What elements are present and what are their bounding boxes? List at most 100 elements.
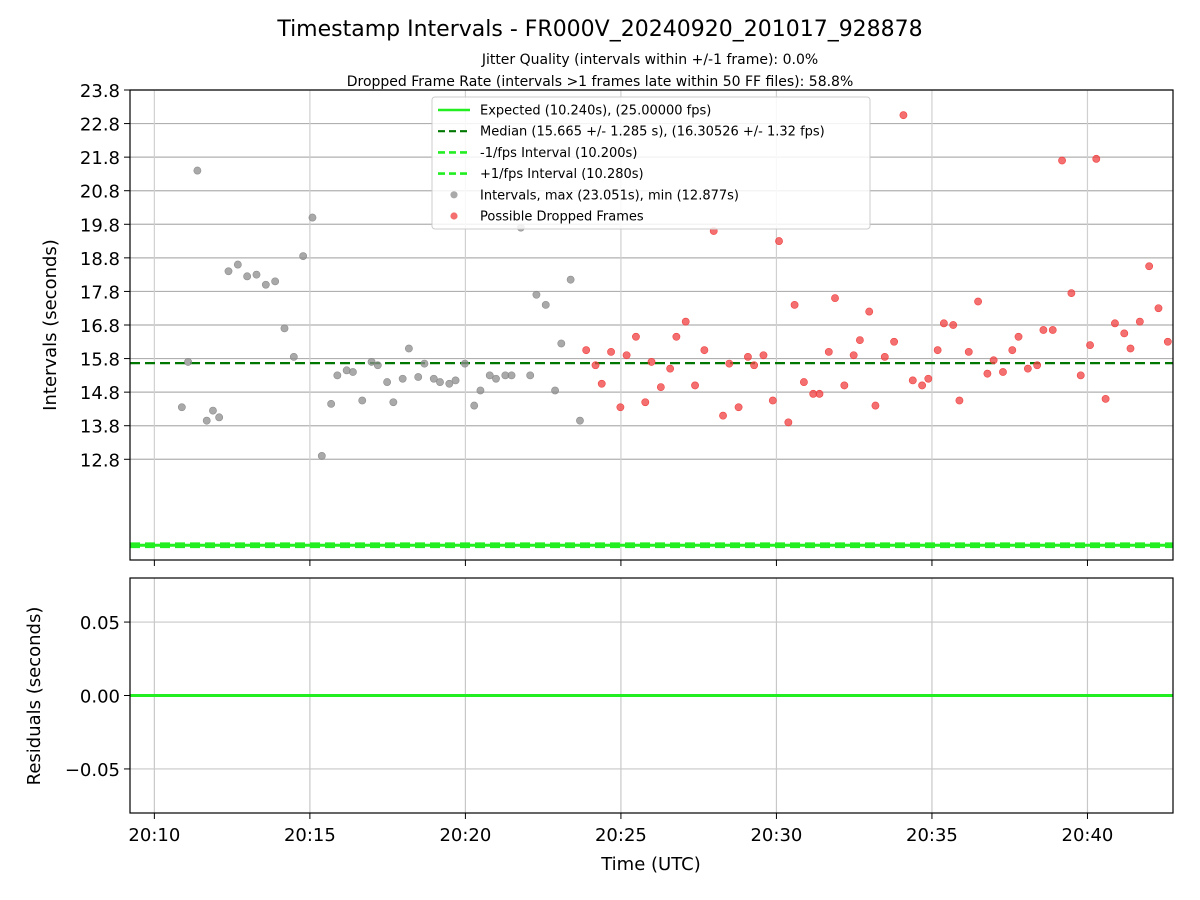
legend-label: Expected (10.240s), (25.00000 fps) <box>480 104 711 119</box>
dropped-frame-point <box>955 396 964 405</box>
chart-title: Timestamp Intervals - FR000V_20240920_20… <box>276 17 922 42</box>
dropped-frame-point <box>908 376 917 385</box>
dropped-frame-point <box>616 403 625 412</box>
dropped-frame-point <box>622 351 631 360</box>
dropped-frame-point <box>1039 326 1048 334</box>
y-tick-label: 20.8 <box>80 182 120 203</box>
dropped-frame-point <box>949 321 958 329</box>
interval-point <box>252 270 261 279</box>
dropped-frame-point <box>939 319 948 328</box>
legend-label: Intervals, max (23.051s), min (12.877s) <box>480 188 739 203</box>
dropped-frame-point <box>744 352 752 361</box>
interval-point <box>532 290 541 299</box>
dropped-frame-point <box>700 346 709 355</box>
dropped-frame-point <box>768 396 777 405</box>
legend-box <box>431 96 871 230</box>
x-axis-label: Time (UTC) <box>600 854 701 875</box>
interval-point <box>224 267 233 276</box>
dropped-frame-point <box>983 369 992 378</box>
dropped-frame-point <box>890 337 899 346</box>
dropped-frame-point <box>855 336 864 345</box>
dropped-frame-point <box>1008 346 1017 355</box>
interval-point <box>541 300 550 309</box>
interval-point <box>209 406 217 415</box>
dropped-frame-point <box>1163 337 1172 346</box>
y-tick-label: 18.8 <box>80 249 120 270</box>
dropped-frame-point <box>775 237 783 245</box>
dropped-frame-point <box>974 297 982 306</box>
x-tick-label: 20:10 <box>128 825 180 846</box>
dropped-frame-point <box>725 359 734 368</box>
dropped-frame-point <box>691 381 699 390</box>
interval-point <box>557 339 566 348</box>
dropped-frame-point <box>1126 344 1135 353</box>
y-tick-label: 12.8 <box>80 450 120 471</box>
dropped-frame-point <box>681 317 690 326</box>
dropped-frame-point <box>582 346 591 355</box>
y-tick-label: 19.8 <box>80 215 120 236</box>
residuals-y-ticks: −0.05 0.00 0.05 <box>65 613 130 781</box>
dropped-frame-point <box>1135 317 1144 326</box>
y-tick-label: 22.8 <box>80 115 120 136</box>
interval-point <box>308 213 317 222</box>
interval-point <box>243 272 252 281</box>
dropped-frame-point <box>1154 304 1163 313</box>
dropped-frame-point <box>784 418 793 427</box>
dropped-frame-point <box>871 401 880 410</box>
interval-point <box>184 358 192 366</box>
interval-point <box>280 324 289 333</box>
interval-point <box>451 376 460 385</box>
intervals-y-ticks: 12.8 13.8 14.8 15.8 16.8 17.8 18.8 19.8 20.8 21.8… <box>80 81 130 471</box>
residuals-panel: −0.050.000.05 20:10 20:15 20:20 20:25 20:30 2… <box>24 577 1174 875</box>
dropped-frame-point <box>1023 364 1032 373</box>
dropped-frame-point <box>924 374 933 383</box>
dropped-frame-point <box>666 364 675 373</box>
dropped-frame-point <box>1076 371 1085 380</box>
interval-point <box>333 371 342 380</box>
legend-label: Possible Dropped Frames <box>480 210 644 225</box>
y-tick-label: 21.8 <box>80 148 120 169</box>
dropped-frame-point <box>719 411 727 420</box>
intervals-y-axis-label: Intervals (seconds) <box>40 239 61 411</box>
interval-point <box>317 452 326 460</box>
interval-point <box>367 358 376 366</box>
interval-point <box>436 378 444 386</box>
dropped-frame-point <box>880 352 889 361</box>
chart-subtitle-jitter: Jitter Quality (intervals within +/-1 fr… <box>481 52 818 68</box>
dropped-frame-point <box>1086 341 1094 350</box>
interval-point <box>193 166 202 175</box>
interval-point <box>551 386 559 395</box>
dropped-frame-point <box>933 346 942 355</box>
dropped-frame-point <box>790 300 799 309</box>
intervals-panel: 12.8 13.8 14.8 15.8 16.8 17.8 18.8 19.8 20.8 21.8… <box>40 81 1174 566</box>
interval-point <box>507 371 516 380</box>
y-tick-label: 23.8 <box>80 81 120 102</box>
dropped-frame-point <box>831 294 839 303</box>
y-tick-label: 0.00 <box>80 687 120 708</box>
reference-lines <box>130 362 1173 549</box>
interval-point <box>202 416 211 425</box>
interval-point <box>404 344 413 353</box>
interval-point <box>349 368 357 376</box>
dropped-frame-point <box>849 351 858 360</box>
x-tick-label: 20:15 <box>284 825 336 846</box>
interval-point <box>398 374 407 383</box>
y-tick-label: −0.05 <box>65 760 120 781</box>
dropped-frame-point <box>641 398 650 407</box>
dropped-frame-point <box>750 361 759 370</box>
interval-point <box>373 361 382 370</box>
dropped-frame-point <box>865 307 874 316</box>
dropped-frame-point <box>1048 326 1057 334</box>
legend-label: -1/fps Interval (10.200s) <box>480 146 637 161</box>
dropped-frame-point <box>815 389 824 398</box>
dropped-frame-point <box>1014 332 1023 341</box>
intervals-x-ticks <box>153 560 1088 566</box>
interval-point <box>460 359 469 368</box>
dropped-frame-point <box>989 356 998 365</box>
x-tick-label: 20:25 <box>595 825 647 846</box>
interval-point <box>492 374 500 383</box>
dropped-frame-point <box>656 383 665 392</box>
interval-point <box>177 403 186 412</box>
interval-point <box>445 379 454 388</box>
interval-point <box>566 275 575 284</box>
